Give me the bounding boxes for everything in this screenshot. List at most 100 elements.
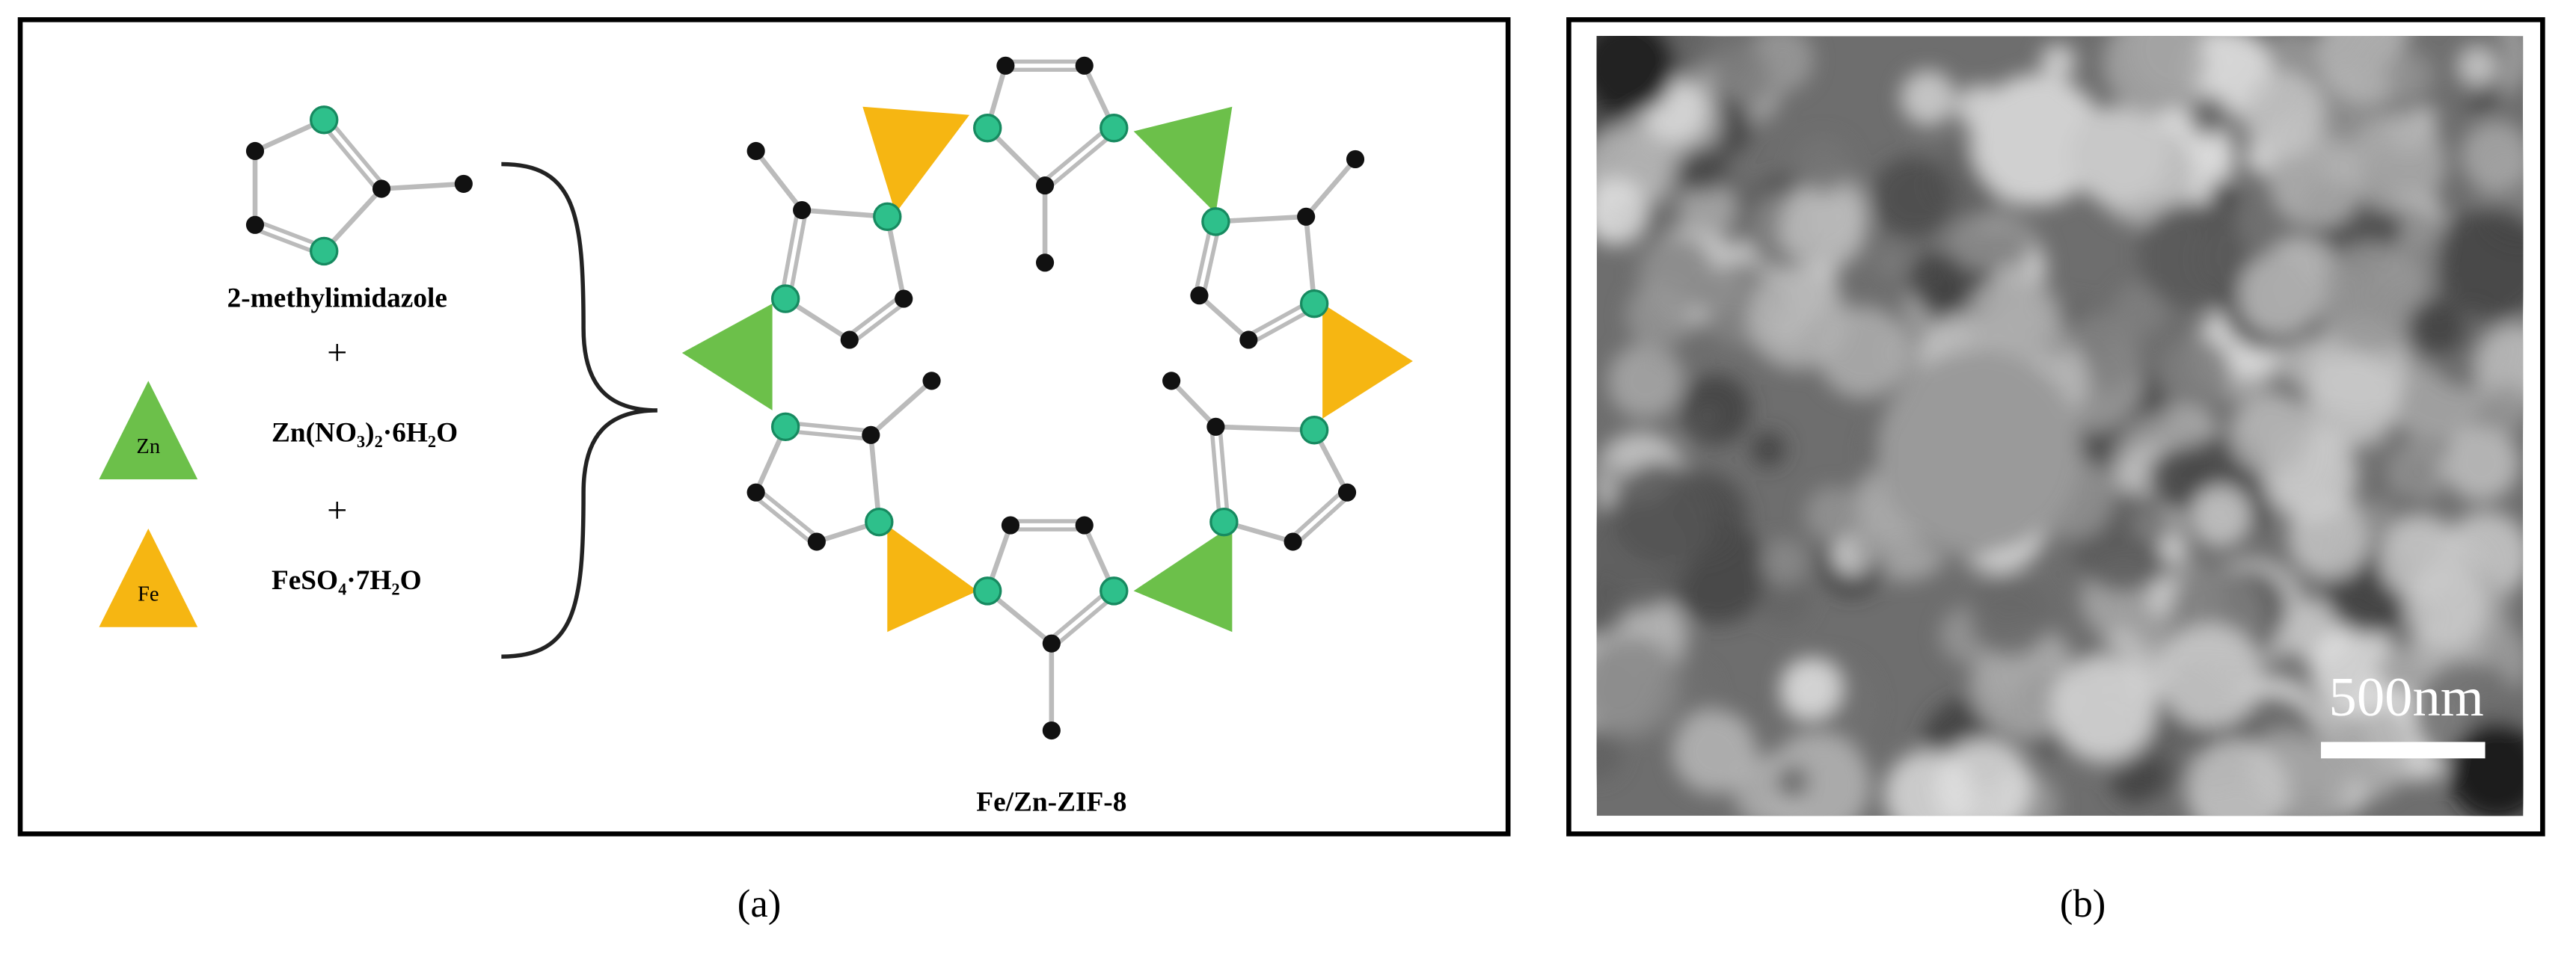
particle <box>2159 336 2233 409</box>
particle <box>1779 657 1841 719</box>
particle <box>1758 574 1811 626</box>
bond <box>325 116 387 188</box>
bond <box>381 181 464 191</box>
particle <box>2459 47 2497 85</box>
bond <box>1218 426 1230 522</box>
nitrogen-atom <box>310 105 339 135</box>
particle <box>2052 655 2156 760</box>
carbon-atom <box>1001 516 1020 535</box>
nitrogen-atom <box>1100 114 1129 143</box>
molecules <box>245 56 1413 740</box>
bond <box>757 487 821 541</box>
carbon-atom <box>922 372 941 390</box>
particle <box>2384 51 2434 101</box>
bond <box>1215 214 1307 224</box>
particle <box>2373 442 2399 469</box>
particle <box>2241 71 2325 156</box>
bond <box>1197 293 1251 342</box>
particle <box>1775 764 1810 799</box>
particle <box>1596 637 1681 738</box>
nitrogen-atom <box>1201 207 1230 236</box>
particle <box>1681 374 1751 444</box>
particle <box>1967 272 2061 366</box>
bond <box>1209 427 1222 523</box>
bond <box>869 378 933 437</box>
bond <box>845 294 903 339</box>
particle <box>1747 268 1848 369</box>
particle <box>1596 179 1649 245</box>
caption: (b) <box>2060 882 2106 926</box>
particle <box>1750 431 1786 467</box>
bond <box>868 434 882 523</box>
particle <box>1805 486 1862 543</box>
particle <box>1779 183 1867 271</box>
brace <box>501 161 657 659</box>
carbon-atom <box>1206 417 1225 436</box>
particle <box>2443 425 2520 502</box>
nitrogen-atom <box>1209 507 1239 537</box>
bond <box>1169 379 1218 429</box>
carbon-atom <box>1035 253 1055 272</box>
particle <box>2188 95 2230 137</box>
particle <box>2310 624 2402 716</box>
nitrogen-atom <box>973 114 1002 143</box>
bond <box>752 493 816 547</box>
carbon-atom <box>996 56 1015 75</box>
bond <box>779 209 800 299</box>
nitrogen-atom <box>973 576 1002 606</box>
bond <box>1215 424 1315 433</box>
reactant-label: 2-methylimidazole <box>227 283 447 313</box>
nitrogen-atom <box>1100 576 1129 606</box>
particle <box>2460 120 2524 191</box>
product-label: Fe/Zn-ZIF-8 <box>976 787 1126 817</box>
carbon-atom <box>454 174 473 193</box>
nitrogen-atom <box>873 202 902 232</box>
particle <box>1971 73 2103 206</box>
particle <box>2134 512 2164 542</box>
particle <box>2359 501 2396 538</box>
carbon-atom <box>746 483 765 502</box>
particle <box>2189 485 2252 547</box>
nitrogen-atom <box>770 412 800 442</box>
carbon-atom <box>1346 150 1365 169</box>
carbon-atom <box>1190 286 1209 305</box>
bond <box>785 428 871 442</box>
particle <box>1678 180 1736 238</box>
zn-symbol: Zn <box>136 435 160 458</box>
carbon-atom <box>807 532 826 551</box>
scale-bar <box>2320 742 2485 759</box>
metal-node <box>1133 106 1233 214</box>
particle <box>1625 282 1693 349</box>
particle <box>2437 207 2524 319</box>
particle <box>2316 242 2429 354</box>
particle <box>1877 349 2082 553</box>
particle <box>2158 624 2263 728</box>
fe-triangle <box>99 528 198 627</box>
fe-symbol: Fe <box>138 583 159 606</box>
particle <box>1596 576 1628 638</box>
metal-node <box>1133 525 1233 633</box>
particle <box>2138 201 2246 309</box>
carbon-atom <box>1297 207 1316 226</box>
bond <box>1303 216 1317 304</box>
particle <box>1672 710 1757 794</box>
metal-node <box>862 106 970 214</box>
particle <box>1610 461 1711 563</box>
bond <box>1289 487 1346 541</box>
carbon-atom <box>840 330 859 349</box>
bond <box>319 121 380 193</box>
particle <box>2268 132 2364 229</box>
carbon-atom <box>1042 721 1061 740</box>
carbon-atom <box>1075 56 1094 75</box>
nitrogen-atom <box>1299 289 1329 319</box>
nitrogen-atom <box>1299 416 1329 445</box>
particle <box>2405 565 2488 648</box>
particle <box>2229 393 2310 474</box>
particle <box>2040 43 2076 80</box>
bond <box>1304 157 1358 218</box>
particle <box>1607 343 1683 419</box>
particle <box>2482 383 2524 433</box>
scale-bar-label: 500nm <box>2329 666 2484 728</box>
particle <box>2305 353 2400 448</box>
